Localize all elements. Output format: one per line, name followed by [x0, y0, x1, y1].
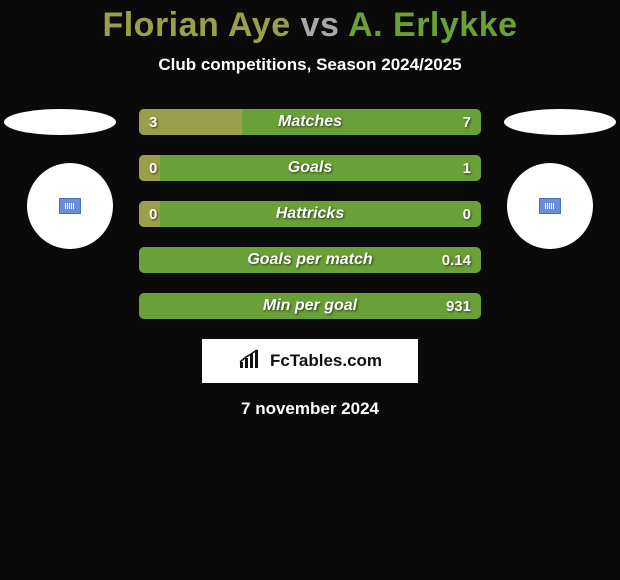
stat-right-value: 0: [453, 201, 481, 227]
stat-right-value: 1: [453, 155, 481, 181]
comparison-stage: 3Matches70Goals10Hattricks0Goals per mat…: [0, 109, 620, 319]
player1-placeholder-icon: [59, 198, 81, 214]
stat-bar: 0Goals1: [139, 155, 481, 181]
comparison-title: Florian Aye vs A. Erlykke: [0, 0, 620, 45]
stat-bar: Min per goal931: [139, 293, 481, 319]
stat-label: Hattricks: [139, 201, 481, 227]
stat-bar: 0Hattricks0: [139, 201, 481, 227]
player1-name: Florian Aye: [102, 6, 290, 44]
player1-avatar-circle: [27, 163, 113, 249]
player2-name: A. Erlykke: [348, 6, 517, 44]
stat-left-value: 3: [139, 109, 167, 135]
player2-shadow-ellipse: [504, 109, 616, 135]
player1-shadow-ellipse: [4, 109, 116, 135]
brand-chart-icon: [238, 348, 264, 375]
subtitle: Club competitions, Season 2024/2025: [0, 55, 620, 75]
player2-placeholder-icon: [539, 198, 561, 214]
stat-right-value: 931: [436, 293, 481, 319]
stat-right-value: 7: [453, 109, 481, 135]
brand-box: FcTables.com: [202, 339, 418, 383]
stat-left-value: 0: [139, 201, 167, 227]
stat-label: Goals: [139, 155, 481, 181]
stats-bars: 3Matches70Goals10Hattricks0Goals per mat…: [139, 109, 481, 319]
stat-right-value: 0.14: [432, 247, 481, 273]
stat-bar: 3Matches7: [139, 109, 481, 135]
stat-label: Min per goal: [139, 293, 481, 319]
date-text: 7 november 2024: [0, 399, 620, 419]
stat-left-value: 0: [139, 155, 167, 181]
player2-avatar-circle: [507, 163, 593, 249]
brand-text: FcTables.com: [270, 351, 382, 371]
stat-bar: Goals per match0.14: [139, 247, 481, 273]
vs-text: vs: [301, 6, 340, 44]
stat-label: Goals per match: [139, 247, 481, 273]
